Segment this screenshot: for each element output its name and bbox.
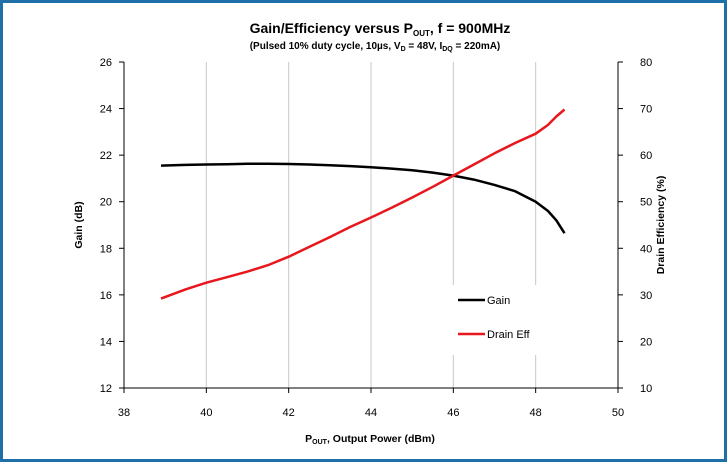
y-left-axis-label: Gain (dB) [73,201,85,248]
y-right-axis-label: Drain Efficiency (%) [655,176,667,275]
y-right-tick-50: 50 [640,197,652,209]
title-main: Gain/Efficiency versus P [250,20,413,36]
y-right-tick-20: 20 [640,336,652,348]
x-tick-42: 42 [283,407,295,419]
y-left-tick-14: 14 [100,336,112,348]
y-left-tick-labels: 12 14 16 18 20 22 24 26 [100,57,112,395]
legend-drain-eff-label: Drain Eff [487,329,531,341]
x-tick-labels: 38 40 42 44 46 48 50 [118,407,624,419]
y-right-tick-10: 10 [640,383,652,395]
xlabel-main: P [305,433,312,445]
x-tick-48: 48 [530,407,542,419]
x-tick-44: 44 [365,407,377,419]
xlabel-tail: , Output Power (dBm) [327,433,435,445]
series-lines [160,108,566,300]
series-line-drain-eff [160,108,566,300]
y-right-tick-labels: 10 20 30 40 50 60 70 80 [640,57,652,395]
series-line-gain [160,162,566,234]
legend: Gain Drain Eff [450,285,550,355]
legend-box [450,285,550,355]
y-left-tick-16: 16 [100,290,112,302]
y-left-tick-26: 26 [100,57,112,69]
y-right-tick-80: 80 [640,57,652,69]
x-axis-label: POUT, Output Power (dBm) [305,433,435,446]
y-left-tick-22: 22 [100,150,112,162]
y-right-tick-70: 70 [640,104,652,116]
title-subscript: OUT [413,29,430,38]
y-right-tick-60: 60 [640,150,652,162]
subtitle-part-5: = 220mA) [453,41,501,52]
y-right-tick-40: 40 [640,243,652,255]
y-right-tick-30: 30 [640,290,652,302]
subtitle-sub-dq: DQ [442,46,453,53]
subtitle-part-1: (Pulsed 10% duty cycle, 10µs, V [250,41,401,52]
axes [119,61,623,393]
x-tick-46: 46 [447,407,459,419]
y-left-tick-12: 12 [100,383,112,395]
subtitle-part-3: = 48V, I [406,41,443,52]
x-tick-40: 40 [200,407,212,419]
chart-subtitle: (Pulsed 10% duty cycle, 10µs, VD = 48V, … [250,41,501,53]
x-tick-50: 50 [612,407,624,419]
title-tail: , f = 900MHz [430,20,511,36]
y-left-tick-18: 18 [100,243,112,255]
y-left-tick-24: 24 [100,104,112,116]
y-left-tick-20: 20 [100,197,112,209]
xlabel-subscript: OUT [312,439,328,446]
subtitle-sub-d: D [401,46,406,53]
chart-title: Gain/Efficiency versus POUT, f = 900MHz [250,20,511,38]
x-tick-38: 38 [118,407,130,419]
legend-gain-label: Gain [487,295,510,307]
